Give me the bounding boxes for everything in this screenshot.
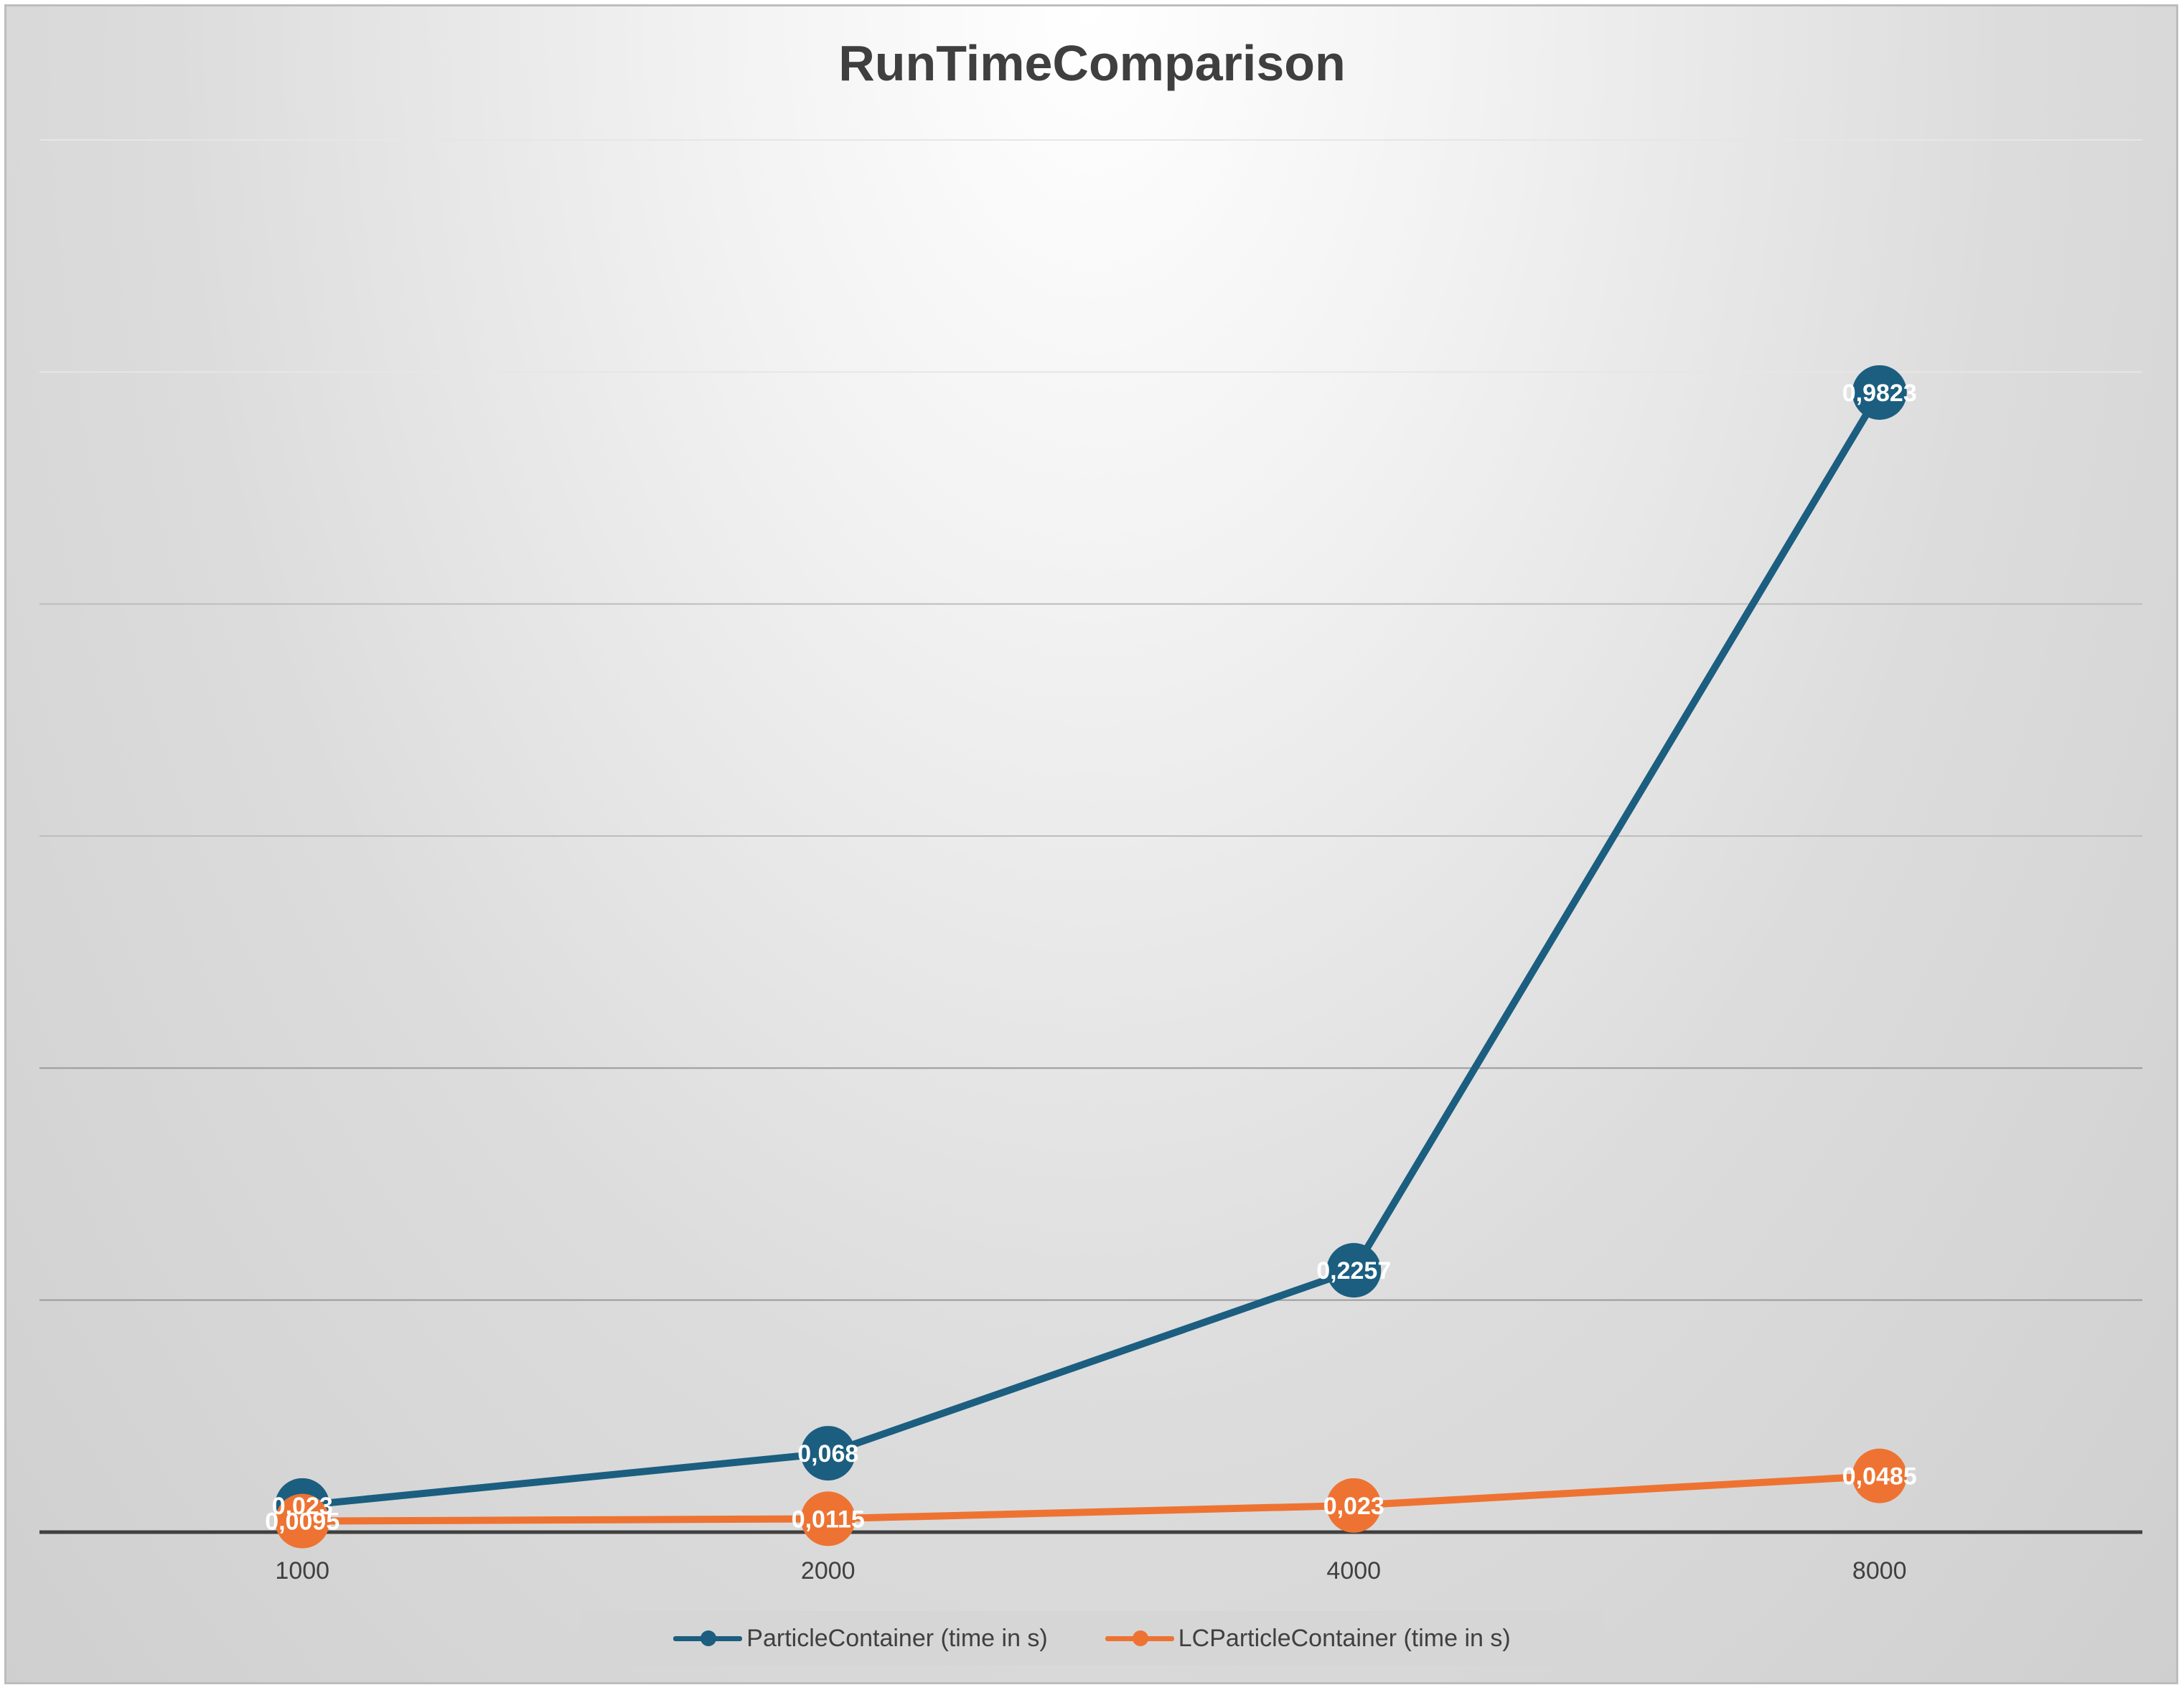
data-label: 0,023 (1323, 1493, 1384, 1520)
x-tick-label: 8000 (1852, 1557, 1907, 1585)
series-line-1 (299, 1472, 1883, 1525)
data-label: 0,023 (272, 1493, 333, 1520)
data-label: 0,9823 (1842, 380, 1917, 407)
x-tick-label: 1000 (275, 1557, 329, 1585)
legend-swatch-particle-container (673, 1630, 743, 1646)
data-point (275, 1493, 330, 1549)
data-point (1852, 1448, 1907, 1503)
data-label: 0,0485 (1842, 1463, 1917, 1491)
data-label: 0,2257 (1316, 1257, 1391, 1285)
legend-label-particle-container: ParticleContainer (time in s) (746, 1624, 1048, 1652)
data-label: 0,0115 (792, 1506, 865, 1533)
x-tick-label: 4000 (1326, 1557, 1381, 1585)
legend-swatch-lc-particle-container (1105, 1630, 1174, 1646)
chart-area (4, 4, 2178, 1684)
data-label: 0,0095 (265, 1508, 339, 1536)
data-point (1852, 365, 1907, 420)
data-point (800, 1426, 856, 1481)
legend: ParticleContainer (time in s) LCParticle… (581, 1611, 1603, 1666)
x-tick-label: 2000 (801, 1557, 856, 1585)
series-line-0 (299, 388, 1883, 1509)
legend-item-lc-particle-container: LCParticleContainer (time in s) (1105, 1625, 1511, 1653)
legend-label-lc-particle-container: LCParticleContainer (time in s) (1178, 1624, 1511, 1652)
chart-title: RunTimeComparison (838, 35, 1346, 91)
data-point (800, 1491, 856, 1546)
legend-item-particle-container: ParticleContainer (time in s) (673, 1624, 1048, 1653)
data-point (1326, 1243, 1382, 1298)
data-label: 0,068 (797, 1440, 858, 1468)
data-point (1326, 1478, 1382, 1533)
